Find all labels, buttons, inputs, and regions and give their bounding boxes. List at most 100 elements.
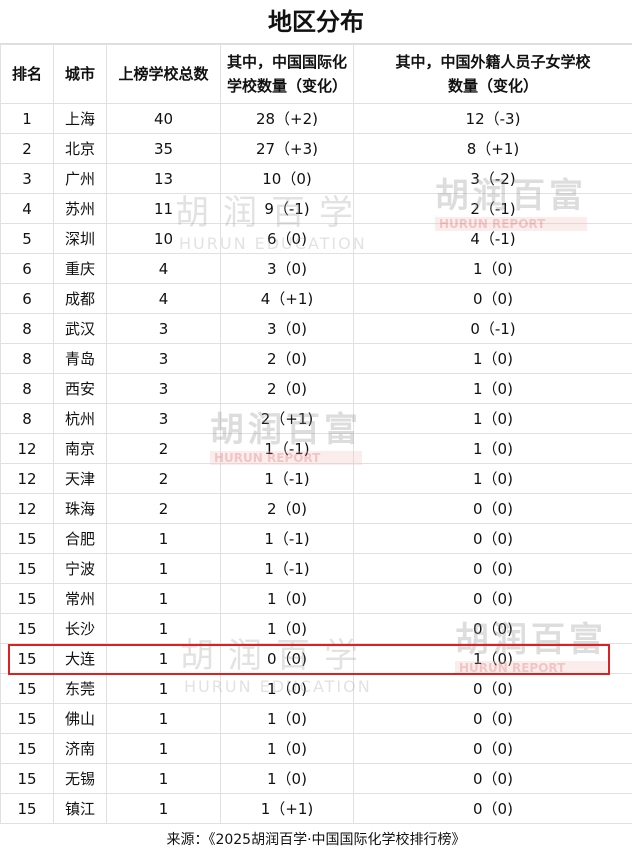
- total-cell: 1: [106, 583, 221, 614]
- city-cell: 大连: [53, 643, 107, 674]
- international-cell: 27（+3): [220, 133, 354, 164]
- city-cell: 武汉: [53, 313, 107, 344]
- foreign-cell: 0（0): [353, 793, 632, 824]
- table-row: 8 武汉 3 3（0) 0（-1): [0, 313, 632, 344]
- foreign-cell: 0（0): [353, 733, 632, 764]
- international-cell: 1（-1): [220, 553, 354, 584]
- city-cell: 上海: [53, 103, 107, 134]
- region-table: 排名 城市 上榜学校总数 其中，中国国际化学校数量（变化） 其中，中国外籍人员子…: [0, 44, 632, 824]
- total-cell: 3: [106, 403, 221, 434]
- rank-cell: 15: [0, 733, 54, 764]
- total-cell: 3: [106, 313, 221, 344]
- table-row: 1 上海 40 28（+2) 12（-3): [0, 103, 632, 134]
- total-cell: 1: [106, 523, 221, 554]
- total-cell: 3: [106, 343, 221, 374]
- foreign-cell: 1（0): [353, 343, 632, 374]
- total-cell: 1: [106, 703, 221, 734]
- rank-cell: 8: [0, 343, 54, 374]
- table-row: 2 北京 35 27（+3) 8（+1): [0, 133, 632, 164]
- foreign-cell: 1（0): [353, 433, 632, 464]
- rank-cell: 1: [0, 103, 54, 134]
- international-cell: 2（0): [220, 343, 354, 374]
- city-cell: 广州: [53, 163, 107, 194]
- foreign-cell: 0（0): [353, 703, 632, 734]
- rank-cell: 15: [0, 553, 54, 584]
- city-cell: 镇江: [53, 793, 107, 824]
- foreign-cell: 12（-3): [353, 103, 632, 134]
- total-cell: 3: [106, 373, 221, 404]
- foreign-cell: 1（0): [353, 373, 632, 404]
- table-row: 15 大连 1 0（0) 1（0): [0, 643, 632, 674]
- rank-cell: 15: [0, 523, 54, 554]
- rank-cell: 2: [0, 133, 54, 164]
- total-cell: 10: [106, 223, 221, 254]
- international-cell: 4（+1): [220, 283, 354, 314]
- city-cell: 济南: [53, 733, 107, 764]
- table-row: 4 苏州 11 9（-1) 2（-1): [0, 193, 632, 224]
- rank-cell: 15: [0, 583, 54, 614]
- international-cell: 1（-1): [220, 523, 354, 554]
- foreign-cell: 2（-1): [353, 193, 632, 224]
- table-row: 15 东莞 1 1（0) 0（0): [0, 673, 632, 704]
- rank-cell: 12: [0, 433, 54, 464]
- foreign-cell: 0（0): [353, 283, 632, 314]
- table-row: 6 成都 4 4（+1) 0（0): [0, 283, 632, 314]
- foreign-cell: 1（0): [353, 643, 632, 674]
- total-cell: 1: [106, 553, 221, 584]
- rank-cell: 12: [0, 463, 54, 494]
- rank-cell: 15: [0, 703, 54, 734]
- table-row: 15 济南 1 1（0) 0（0): [0, 733, 632, 764]
- foreign-cell: 0（0): [353, 523, 632, 554]
- total-cell: 1: [106, 733, 221, 764]
- total-cell: 2: [106, 493, 221, 524]
- city-cell: 重庆: [53, 253, 107, 284]
- foreign-cell: 4（-1): [353, 223, 632, 254]
- table-row: 12 南京 2 1（-1) 1（0): [0, 433, 632, 464]
- table-row: 12 珠海 2 2（0) 0（0): [0, 493, 632, 524]
- city-cell: 东莞: [53, 673, 107, 704]
- rank-cell: 12: [0, 493, 54, 524]
- header-international: 其中，中国国际化学校数量（变化）: [220, 44, 354, 104]
- international-cell: 1（+1): [220, 793, 354, 824]
- international-cell: 2（+1): [220, 403, 354, 434]
- table-row: 8 西安 3 2（0) 1（0): [0, 373, 632, 404]
- international-cell: 6（0): [220, 223, 354, 254]
- foreign-cell: 0（0): [353, 553, 632, 584]
- table-row: 8 杭州 3 2（+1) 1（0): [0, 403, 632, 434]
- city-cell: 苏州: [53, 193, 107, 224]
- international-cell: 2（0): [220, 493, 354, 524]
- city-cell: 深圳: [53, 223, 107, 254]
- rank-cell: 8: [0, 373, 54, 404]
- city-cell: 宁波: [53, 553, 107, 584]
- foreign-cell: 0（0): [353, 583, 632, 614]
- international-cell: 1（-1): [220, 463, 354, 494]
- city-cell: 常州: [53, 583, 107, 614]
- foreign-cell: 3（-2): [353, 163, 632, 194]
- total-cell: 1: [106, 613, 221, 644]
- total-cell: 1: [106, 763, 221, 794]
- total-cell: 40: [106, 103, 221, 134]
- rank-cell: 15: [0, 673, 54, 704]
- total-cell: 4: [106, 283, 221, 314]
- rank-cell: 6: [0, 253, 54, 284]
- city-cell: 天津: [53, 463, 107, 494]
- international-cell: 2（0): [220, 373, 354, 404]
- city-cell: 长沙: [53, 613, 107, 644]
- rank-cell: 3: [0, 163, 54, 194]
- header-foreign: 其中，中国外籍人员子女学校数量（变化）: [353, 44, 632, 104]
- international-cell: 1（0): [220, 613, 354, 644]
- table-row: 6 重庆 4 3（0) 1（0): [0, 253, 632, 284]
- international-cell: 3（0): [220, 313, 354, 344]
- table-row: 15 宁波 1 1（-1) 0（0): [0, 553, 632, 584]
- table-row: 15 无锡 1 1（0) 0（0): [0, 763, 632, 794]
- international-cell: 1（0): [220, 673, 354, 704]
- rank-cell: 15: [0, 793, 54, 824]
- total-cell: 13: [106, 163, 221, 194]
- city-cell: 杭州: [53, 403, 107, 434]
- foreign-cell: 1（0): [353, 403, 632, 434]
- table-row: 15 常州 1 1（0) 0（0): [0, 583, 632, 614]
- international-cell: 1（0): [220, 733, 354, 764]
- table-row: 5 深圳 10 6（0) 4（-1): [0, 223, 632, 254]
- total-cell: 4: [106, 253, 221, 284]
- header-total: 上榜学校总数: [106, 44, 221, 104]
